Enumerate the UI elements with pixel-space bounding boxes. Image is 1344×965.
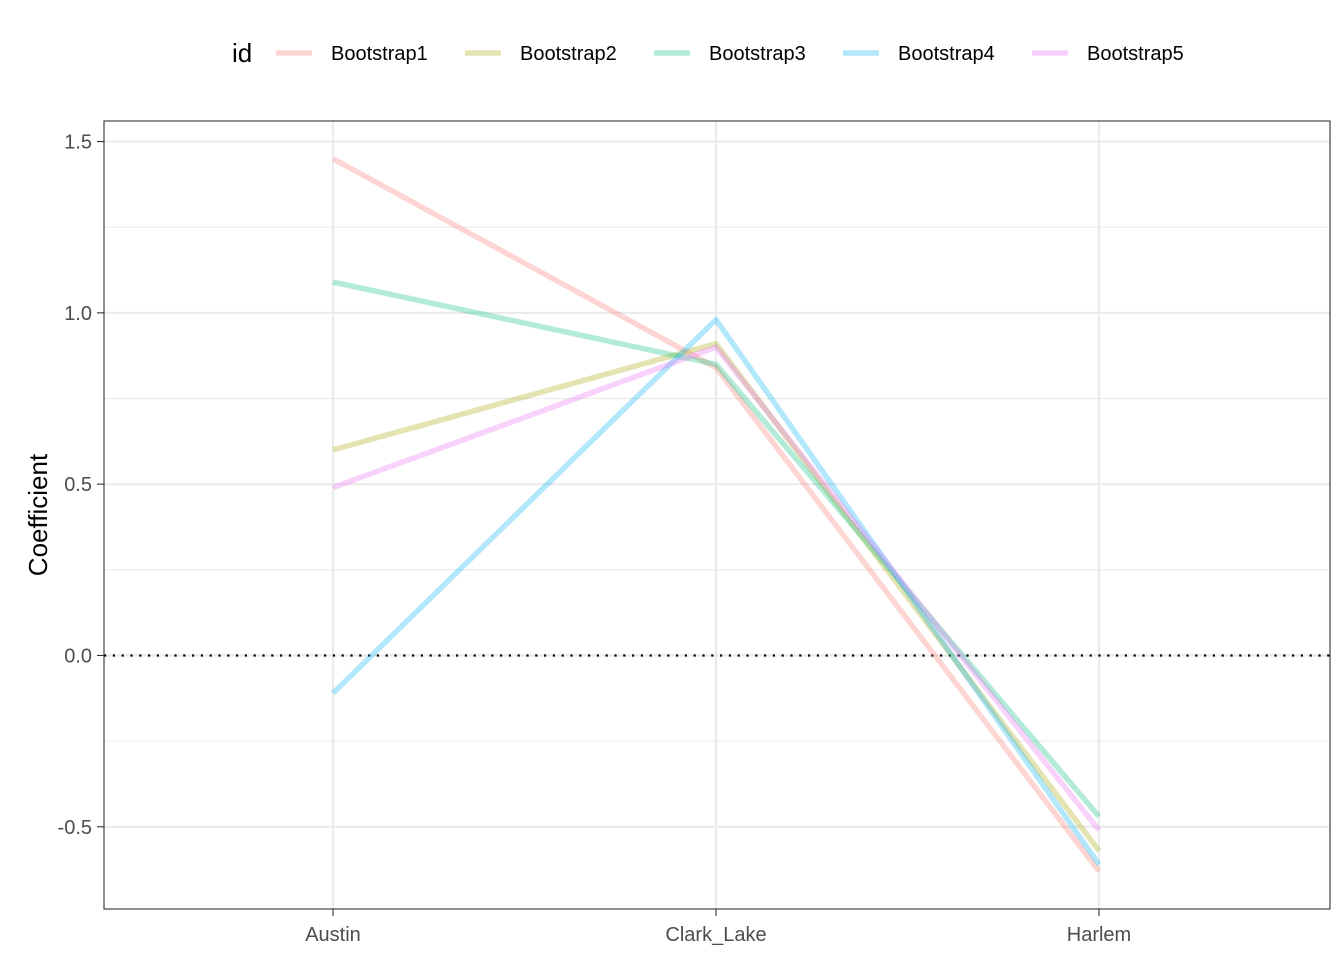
series-line-bootstrap1 (331, 156, 1102, 873)
series-line-bootstrap5 (332, 344, 1102, 832)
plot-panel (103, 120, 1331, 910)
x-tick-label: Austin (305, 924, 361, 946)
panel-border (103, 120, 1331, 910)
series-line-bootstrap2 (332, 340, 1102, 853)
y-axis-title: Coefficient (23, 453, 53, 576)
legend-title: id (232, 38, 252, 68)
y-tick-label: 1.0 (64, 303, 92, 325)
legend-label-bootstrap3: Bootstrap3 (709, 43, 806, 65)
series-line-bootstrap4 (331, 316, 1102, 867)
x-tick-label: Clark_Lake (665, 924, 766, 946)
x-tick-label: Harlem (1067, 924, 1131, 946)
y-tick-label: 0.0 (64, 645, 92, 667)
legend-label-bootstrap4: Bootstrap4 (898, 43, 995, 65)
y-tick-label: 1.5 (64, 132, 92, 154)
legend: id Bootstrap1 Bootstrap2 Bootstrap3 Bootstr… (232, 38, 1184, 68)
legend-label-bootstrap1: Bootstrap1 (331, 43, 428, 65)
legend-label-bootstrap5: Bootstrap5 (1087, 43, 1184, 65)
series-line-bootstrap3 (332, 279, 1102, 819)
y-tick-label: 0.5 (64, 474, 92, 496)
y-tick-label: -0.5 (58, 817, 92, 839)
legend-label-bootstrap2: Bootstrap2 (520, 43, 617, 65)
